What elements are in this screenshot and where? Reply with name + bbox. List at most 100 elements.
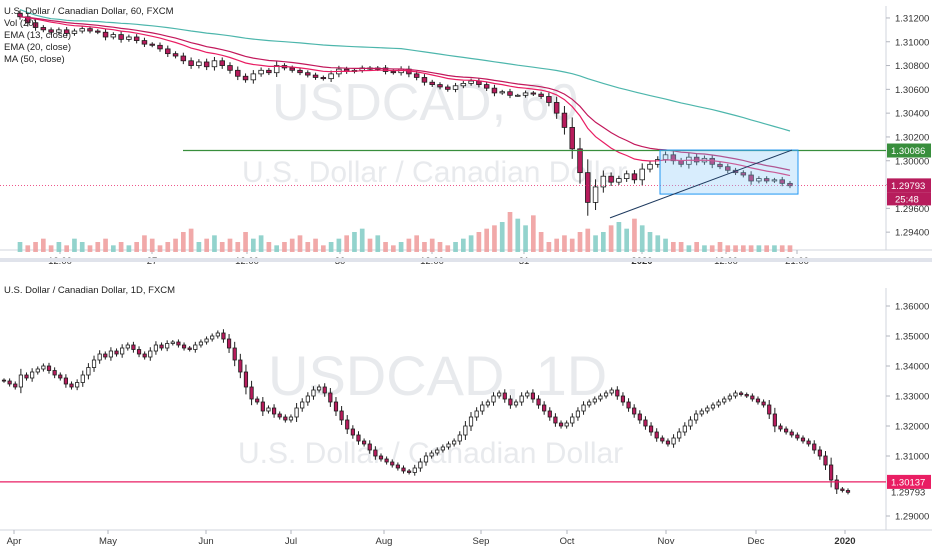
pane-divider[interactable] — [0, 258, 932, 262]
volume-bar — [142, 235, 147, 252]
bottom-candle-body — [716, 401, 721, 406]
bottom-candle-body — [840, 488, 845, 491]
top-ytick-label: 1.31000 — [895, 37, 929, 48]
volume-bar — [678, 242, 684, 252]
bottom-candle-body — [24, 374, 29, 379]
volume-bar — [554, 238, 559, 252]
volume-bar — [546, 242, 552, 252]
top-candle-body — [725, 166, 731, 171]
bottom-candle-body — [153, 344, 159, 352]
bottom-candle-body — [125, 344, 130, 349]
volume-bar — [437, 242, 443, 252]
bottom-candle-body — [260, 401, 265, 412]
trend-line — [609, 149, 793, 219]
bottom-candle-body — [350, 428, 355, 436]
volume-bar — [336, 238, 342, 252]
volume-bar — [313, 238, 318, 252]
volume-bar — [709, 245, 715, 252]
volume-bar — [25, 245, 31, 252]
bottom-candle-body — [271, 407, 277, 415]
top-candle-body — [771, 179, 778, 182]
bottom-candle-body — [86, 367, 91, 376]
bottom-candle-body — [665, 440, 671, 445]
bottom-level-tag — [887, 474, 931, 489]
bottom-candle-body — [474, 410, 479, 418]
bottom-candle-body — [508, 398, 513, 406]
bottom-candle-body — [553, 416, 558, 424]
top-candle-body — [40, 27, 47, 31]
bottom-candle-body — [283, 416, 288, 421]
bottom-candle-body — [114, 350, 119, 355]
volume-bar — [686, 245, 692, 252]
bottom-candle-body — [620, 395, 626, 403]
bottom-candle-body — [609, 389, 614, 394]
top-candle-body — [717, 163, 723, 168]
top-candle-body — [102, 31, 109, 38]
bottom-candle-body — [333, 401, 339, 412]
top-candle-body — [242, 75, 249, 81]
volume-bar — [453, 242, 458, 252]
volume-bar — [647, 232, 653, 252]
volume-bar — [134, 242, 139, 252]
bottom-candle-body — [812, 443, 817, 451]
bottom-candle-body — [733, 392, 738, 397]
bottom-candle-body — [390, 461, 395, 466]
top-candle-body — [172, 53, 179, 57]
volume-bar — [235, 242, 241, 252]
bottom-candle-body — [181, 344, 187, 349]
ma50-line — [19, 9, 791, 132]
volume-bar — [126, 245, 132, 252]
volume-bar — [461, 238, 466, 252]
bottom-candle-body — [1, 379, 7, 382]
bottom-candle-body — [558, 422, 564, 427]
bottom-candle-body — [103, 353, 108, 358]
top-candle-body — [631, 173, 638, 181]
bottom-group: USDCAD, 1DU.S. Dollar / Canadian Dollar1… — [0, 288, 932, 547]
volume-bar — [328, 242, 334, 252]
bottom-candle-body — [778, 425, 783, 430]
volume-bar — [111, 245, 116, 252]
last-price-label: 1.29793 — [891, 181, 925, 192]
volume-bar — [398, 242, 404, 252]
top-candle-body — [546, 96, 552, 103]
volume-bar — [531, 215, 536, 252]
volume-bar — [321, 245, 326, 252]
top-candle-body — [429, 81, 435, 85]
volume-bar — [17, 242, 23, 252]
volume-bar — [632, 218, 637, 252]
bottom-candle-body — [418, 461, 423, 469]
top-candle-body — [258, 69, 264, 75]
bottom-candle-body — [648, 425, 654, 433]
bottom-candle-body — [795, 434, 800, 439]
volume-bar — [717, 242, 723, 252]
volume-bar — [41, 238, 46, 252]
volume-bar — [406, 238, 412, 252]
top-candle-body — [188, 60, 194, 66]
top-candle-body — [126, 36, 132, 40]
bottom-candle-body — [120, 347, 125, 355]
top-ytick-label: 1.30800 — [895, 61, 929, 72]
bottom-candle-body — [654, 431, 659, 439]
bottom-candle-body — [255, 398, 260, 403]
bottom-xtick-label: Jun — [198, 536, 213, 547]
volume-bar — [344, 235, 349, 252]
top-candle-body — [133, 36, 140, 41]
bottom-candle-body — [519, 395, 524, 403]
top-candle-body — [165, 48, 171, 55]
top-candle-body — [561, 112, 568, 128]
bottom-candle-body — [165, 343, 170, 349]
bottom-candle-body — [834, 479, 839, 490]
bottom-candle-body — [300, 401, 305, 409]
top-candle-body — [17, 12, 23, 18]
top-ytick-label: 1.29600 — [895, 204, 929, 215]
top-watermark-sub: U.S. Dollar / Canadian Dollar — [242, 156, 627, 189]
bottom-chart-title: U.S. Dollar / Canadian Dollar, 1D, FXCM — [4, 285, 176, 296]
volume-bar — [624, 228, 629, 252]
volume-bar — [748, 245, 754, 252]
bottom-candle-body — [69, 383, 74, 388]
top-candle-body — [63, 29, 70, 34]
volume-bar — [585, 228, 591, 252]
bottom-candle-body — [204, 338, 209, 343]
bottom-candle-body — [575, 410, 581, 418]
